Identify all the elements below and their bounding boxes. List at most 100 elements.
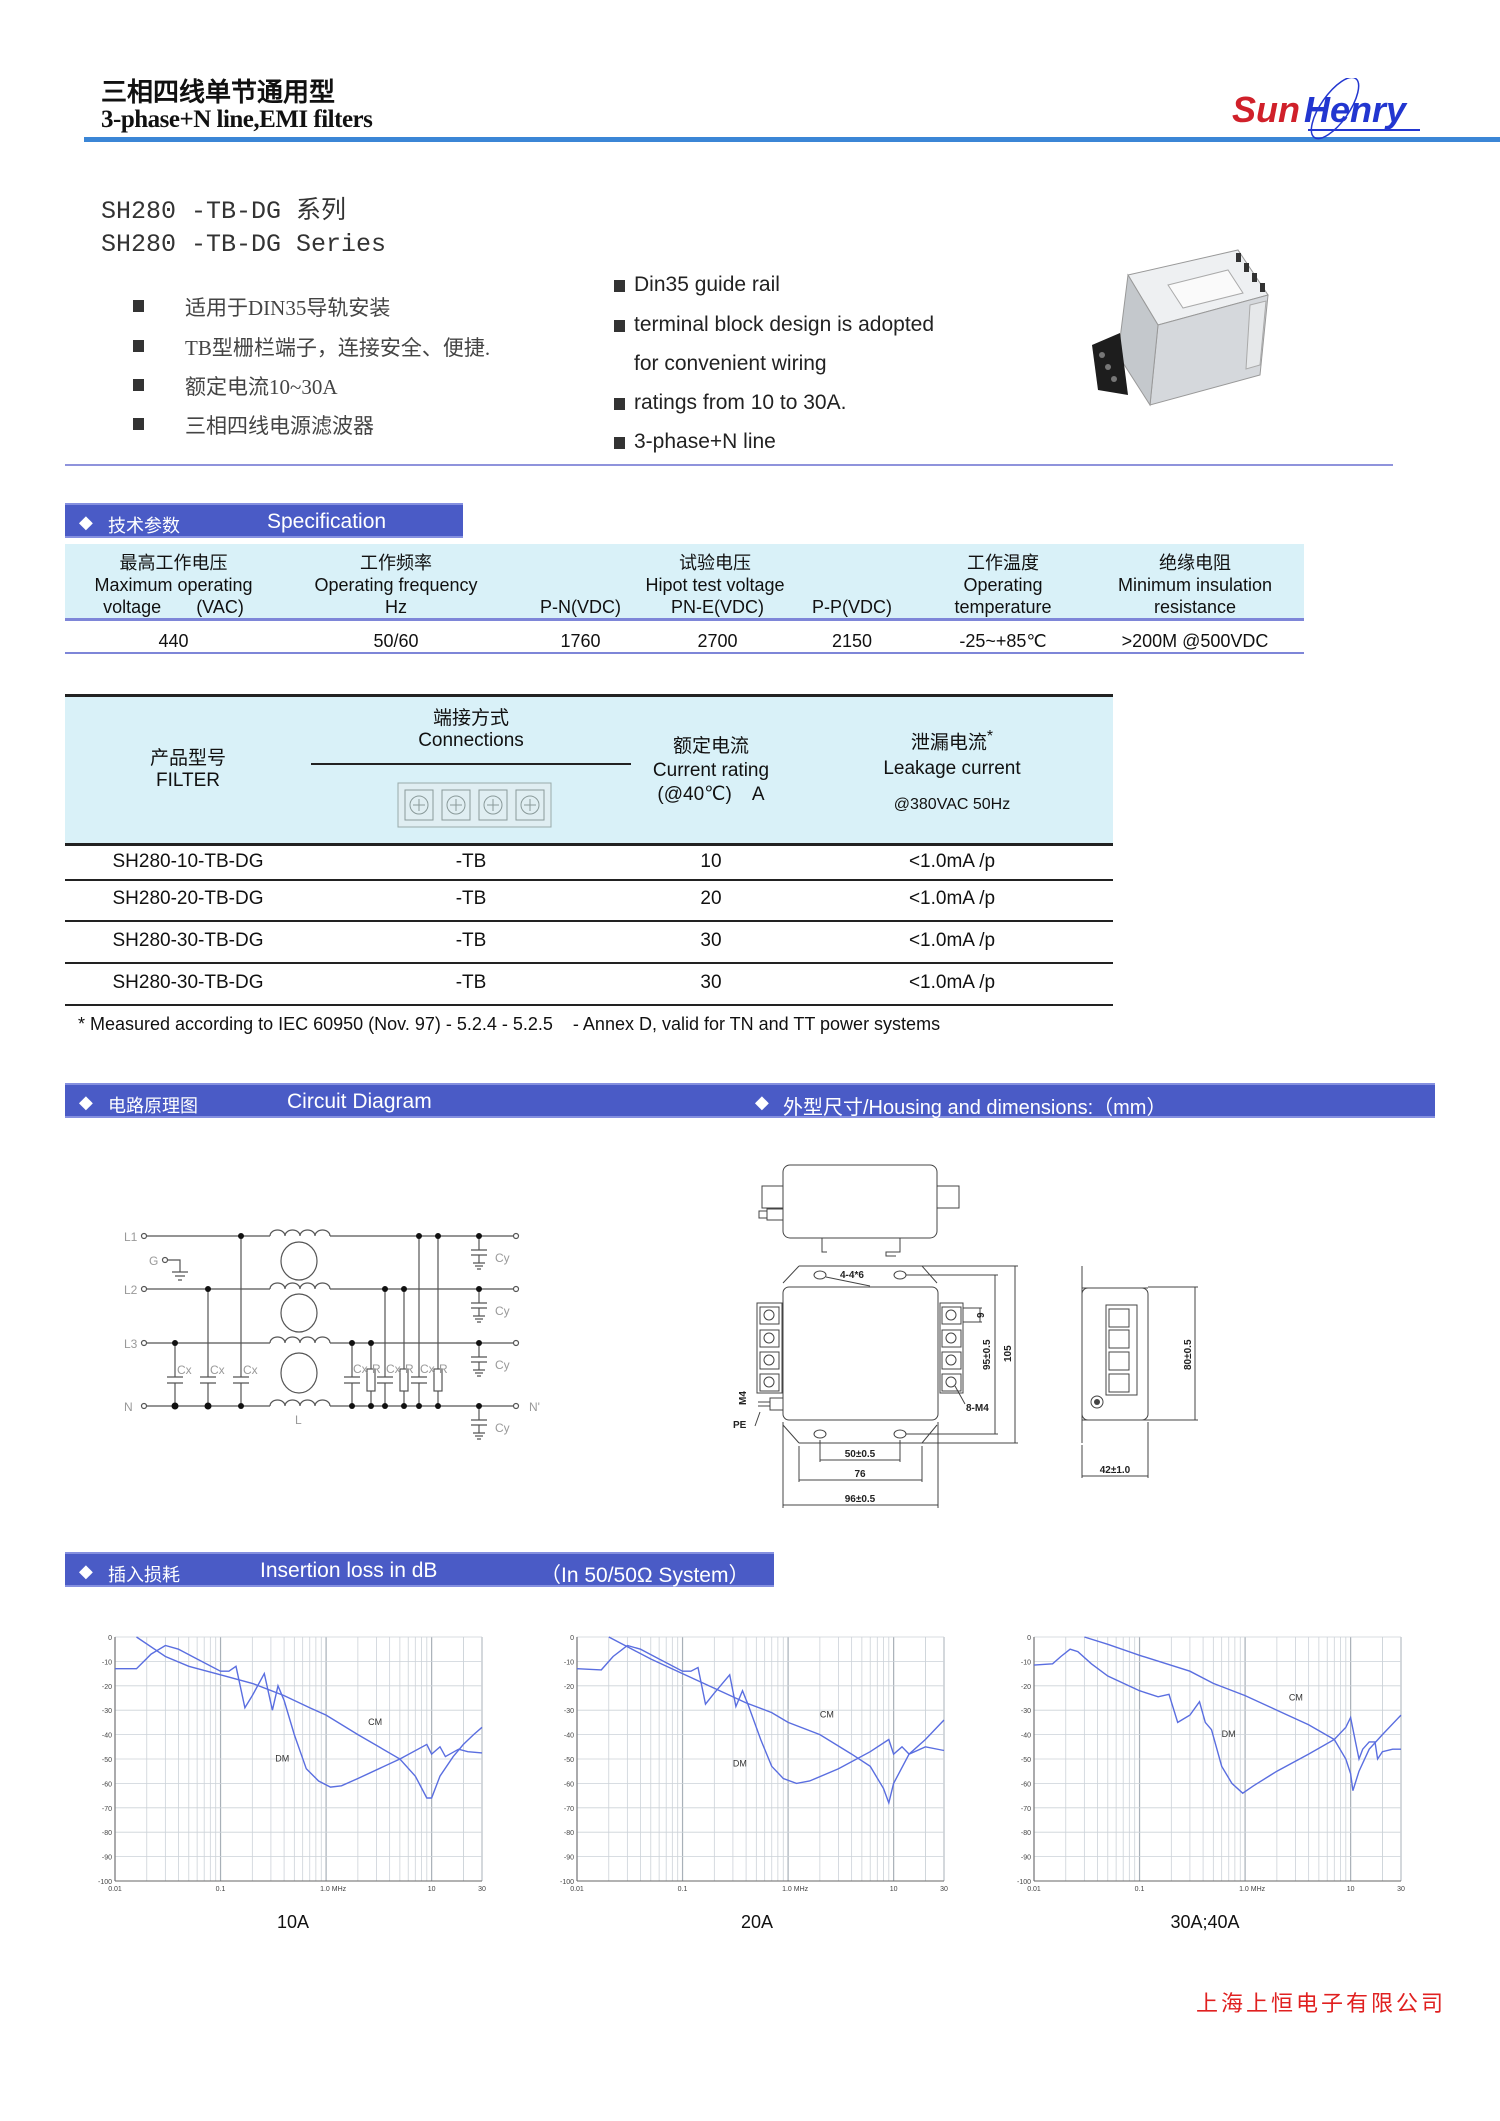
y-tick-label: -20: [1021, 1684, 1031, 1691]
logo-henry: Henry: [1304, 89, 1408, 130]
circuit-bar-en: Circuit Diagram: [287, 1090, 432, 1113]
label-cx: Cx: [353, 1362, 368, 1376]
model-leak: <1.0mA /p: [908, 888, 996, 909]
x-tick-label: 0.1: [216, 1886, 226, 1893]
y-tick-label: -20: [564, 1684, 574, 1691]
label-n: N: [124, 1400, 133, 1414]
models-table-header: [65, 694, 1113, 846]
label-r: R: [372, 1362, 381, 1376]
bullet-icon: [133, 379, 144, 391]
spec-temp-header: 工作温度 Operating temperature: [920, 552, 1086, 618]
y-tick-label: -100: [560, 1879, 574, 1886]
model-conn: -TB: [455, 888, 487, 909]
diamond-icon: ◆: [79, 1561, 93, 1581]
spec-freq-value: 50/60: [373, 631, 419, 651]
footnote: * Measured according to IEC 60950 (Nov. …: [78, 1014, 941, 1034]
freq-cn: 工作频率: [360, 553, 432, 573]
y-tick-label: -20: [102, 1684, 112, 1691]
label-l3: L3: [124, 1337, 138, 1351]
conn-en: Connections: [418, 730, 524, 751]
y-tick-label: -40: [1021, 1733, 1031, 1740]
current-header: 额定电流 Current rating (@40℃) A: [631, 735, 791, 807]
y-tick-label: -80: [102, 1830, 112, 1837]
label-cx: Cx: [386, 1362, 401, 1376]
model-current: 20: [700, 888, 722, 909]
feature-en-4: ratings from 10 to 30A.: [634, 391, 847, 414]
y-tick-label: -90: [1021, 1855, 1031, 1862]
spec-bar-cn: 技术参数: [108, 516, 180, 536]
y-tick-label: -90: [102, 1855, 112, 1862]
x-tick-label: 0.01: [570, 1886, 584, 1893]
feature-en-5: 3-phase+N line: [634, 430, 776, 453]
x-tick-label: 1.0 MHz: [320, 1886, 347, 1893]
series-title-cn: SH280 -TB-DG 系列: [101, 197, 347, 226]
spec-temp-value: -25~+85℃: [959, 631, 1047, 651]
spec-table-header: [65, 544, 1304, 621]
diamond-icon: ◆: [79, 512, 93, 532]
dim-76: 76: [854, 1469, 866, 1480]
conn-cn: 端接方式: [432, 708, 509, 729]
dim-95: 95±0.5: [982, 1339, 993, 1370]
series-label-cm: CM: [820, 1710, 834, 1720]
spec-bar-en: Specification: [267, 510, 387, 533]
leak-cond: @380VAC 50Hz: [893, 796, 1011, 814]
bullet-icon: [614, 320, 625, 332]
housing-bar-text: 外型尺寸/Housing and dimensions:（mm）: [783, 1097, 1167, 1119]
dim-80: 80±0.5: [1183, 1339, 1194, 1370]
label-cx: Cx: [243, 1363, 258, 1377]
dim-96: 96±0.5: [845, 1494, 876, 1505]
x-tick-label: 10: [1347, 1886, 1355, 1893]
dim-m4: M4: [738, 1391, 749, 1405]
y-tick-label: -100: [1017, 1879, 1031, 1886]
insertion-bar-cn: 插入损耗: [108, 1565, 180, 1585]
voltage-cn: 最高工作电压: [119, 553, 228, 573]
label-l1: L1: [124, 1230, 138, 1244]
filter-en: FILTER: [155, 770, 221, 791]
y-tick-label: -40: [102, 1733, 112, 1740]
model-current: 10: [700, 851, 722, 872]
series-line-cm: [608, 1636, 945, 1806]
spec-pp-value: 2150: [831, 631, 873, 651]
sunhenry-logo: Sun Henry: [1230, 76, 1425, 140]
label-cy: Cy: [495, 1421, 510, 1435]
spec-ins-header: 绝缘电阻 Minimum insulation resistance: [1086, 552, 1304, 618]
spec-row-border: [65, 652, 1304, 654]
label-l: L: [295, 1413, 302, 1427]
header-rule: [84, 137, 1500, 142]
y-tick-label: -30: [1021, 1708, 1031, 1715]
voltage-unit: (VAC): [196, 597, 244, 617]
model-conn: -TB: [455, 972, 487, 993]
diamond-icon: ◆: [79, 1092, 93, 1112]
ins-en1: Minimum insulation: [1117, 575, 1273, 595]
x-tick-label: 30: [1397, 1886, 1405, 1893]
dim-holes: 4-4*6: [840, 1270, 864, 1281]
x-tick-label: 0.1: [1135, 1886, 1145, 1893]
y-tick-label: -80: [564, 1830, 574, 1837]
model-name: SH280-10-TB-DG: [112, 851, 264, 872]
y-tick-label: -70: [102, 1806, 112, 1813]
spec-voltage-value: 440: [158, 631, 189, 651]
y-tick-label: -30: [102, 1708, 112, 1715]
series-label-dm: DM: [275, 1753, 289, 1763]
circuit-diagram: L1 L2 L3 N G Cx Cx Cx Cx R Cx R Cx R Cy …: [124, 1229, 540, 1440]
y-tick-label: -60: [564, 1781, 574, 1788]
feature-en-3: for convenient wiring: [634, 352, 827, 375]
current-en: Current rating: [652, 760, 770, 781]
spec-pp-header: P-P(VDC): [812, 597, 892, 617]
dim-105: 105: [1003, 1345, 1014, 1362]
bullet-icon: [614, 280, 625, 292]
series-line-cm: [1084, 1636, 1402, 1791]
y-tick-label: -80: [1021, 1830, 1031, 1837]
spec-freq-header: 工作频率 Operating frequency Hz: [282, 552, 510, 618]
x-tick-label: 10: [428, 1886, 436, 1893]
feature-cn-1: 适用于DIN35导轨安装: [185, 296, 391, 320]
feature-cn-4: 三相四线电源滤波器: [185, 414, 374, 438]
model-conn: -TB: [455, 930, 487, 951]
series-line-cm: [136, 1636, 483, 1799]
insertion-bar-en: Insertion loss in dB: [260, 1559, 438, 1582]
model-leak: <1.0mA /p: [908, 972, 996, 993]
leak-star: *: [986, 728, 994, 745]
series-label-dm: DM: [1222, 1729, 1236, 1739]
